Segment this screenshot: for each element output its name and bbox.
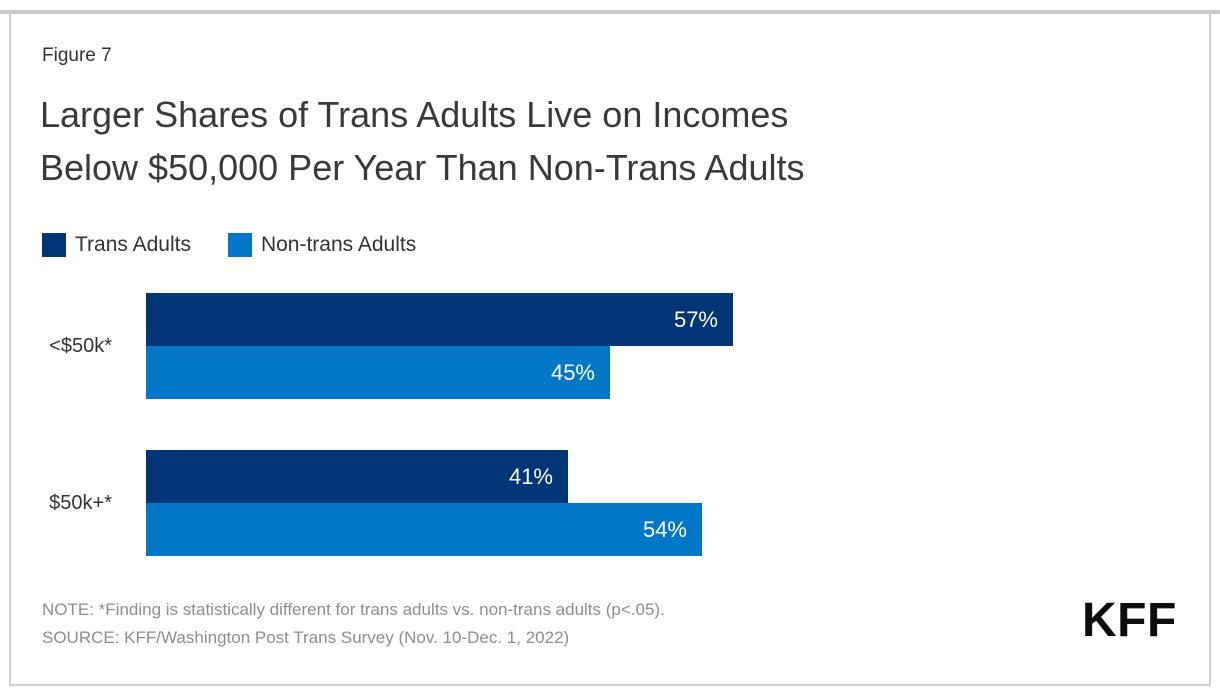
bar-trans-50k-plus: 41% xyxy=(146,450,568,503)
card-border xyxy=(9,12,1211,686)
source-text: SOURCE: KFF/Washington Post Trans Survey… xyxy=(42,628,570,647)
non-trans-adults-swatch-icon xyxy=(227,233,252,257)
chart-title-line-1: Larger Shares of Trans Adults Live on In… xyxy=(40,94,789,135)
bar-non-trans-50k-plus: 54% xyxy=(146,503,702,556)
chart-title: Larger Shares of Trans Adults Live on In… xyxy=(40,88,805,194)
category-label-under-50k: <$50k* xyxy=(49,335,112,357)
legend-item-non-trans-adults: Non-trans Adults xyxy=(227,233,417,257)
kff-logo: KFF xyxy=(1082,594,1177,647)
chart-title-line-2: Below $50,000 Per Year Than Non-Trans Ad… xyxy=(40,147,805,188)
top-border-rule xyxy=(0,10,1220,14)
bar-value-label: 57% xyxy=(673,307,718,332)
legend: Trans Adults Non-trans Adults xyxy=(42,233,453,257)
category-label-50k-plus: $50k+* xyxy=(49,492,112,514)
figure-label: Figure 7 xyxy=(42,45,112,66)
bar-value-label: 41% xyxy=(508,464,553,489)
bar-value-label: 54% xyxy=(642,517,687,542)
legend-label: Non-trans Adults xyxy=(260,233,417,256)
note-text: NOTE: *Finding is statistically differen… xyxy=(42,600,665,619)
legend-item-trans-adults: Trans Adults xyxy=(42,233,191,257)
footnotes: NOTE: *Finding is statistically differen… xyxy=(42,596,665,652)
bar-value-label: 45% xyxy=(550,360,595,385)
bar-trans-under-50k: 57% xyxy=(146,293,733,346)
bar-non-trans-under-50k: 45% xyxy=(146,346,610,399)
legend-label: Trans Adults xyxy=(75,233,191,256)
trans-adults-swatch-icon xyxy=(42,233,66,257)
